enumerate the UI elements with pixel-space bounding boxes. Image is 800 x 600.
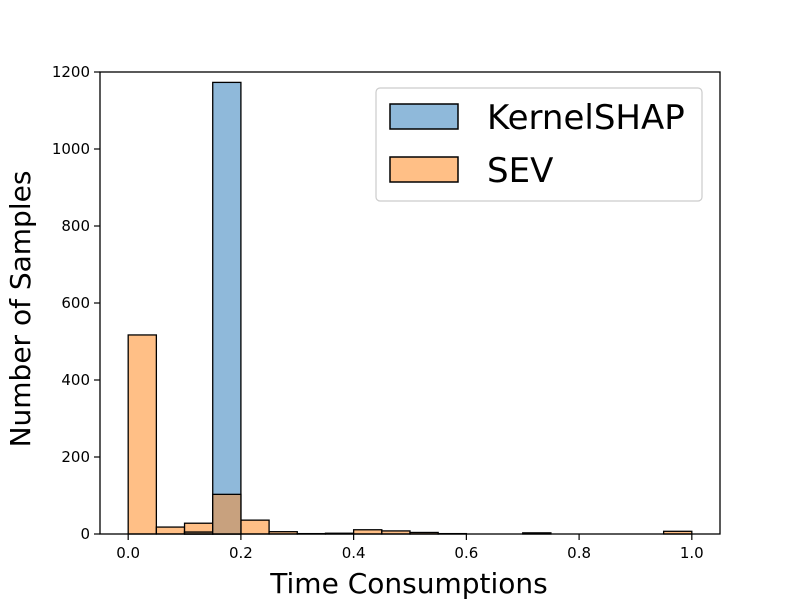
- kernelshap-bar: [212, 81, 242, 535]
- overlap-bar: [212, 493, 242, 535]
- y-tick-label: 1000: [52, 140, 90, 158]
- sev-bar: [155, 526, 186, 535]
- sev-bar: [127, 334, 158, 535]
- y-tick-label: 400: [61, 371, 90, 389]
- x-axis-title: Time Consumptions: [269, 567, 547, 600]
- ticks-group: 0.0 0.2 0.4 0.6 0.8 1.0 0 200 400 600 800 1000 1200: [52, 63, 704, 562]
- legend: KernelSHAP SEV: [375, 87, 703, 202]
- x-tick-label: 1.0: [680, 544, 704, 562]
- y-tick-label: 200: [61, 448, 90, 466]
- legend-swatch-kernelshap: [389, 103, 459, 130]
- sev-bar: [240, 519, 270, 535]
- x-tick-label: 0.8: [567, 544, 591, 562]
- y-tick-label: 1200: [52, 63, 90, 81]
- y-axis-title: Number of Samples: [4, 171, 37, 448]
- legend-label-kernelshap: KernelSHAP: [487, 98, 685, 138]
- x-tick-label: 0.6: [454, 544, 478, 562]
- y-tick-label: 0: [80, 525, 90, 543]
- x-tick-label: 0.4: [342, 544, 366, 562]
- legend-swatch-sev: [389, 156, 459, 183]
- x-tick-label: 0.0: [116, 544, 140, 562]
- y-tick-label: 600: [61, 294, 90, 312]
- y-tick-label: 800: [61, 217, 90, 235]
- x-tick-label: 0.2: [229, 544, 253, 562]
- legend-label-sev: SEV: [487, 151, 553, 191]
